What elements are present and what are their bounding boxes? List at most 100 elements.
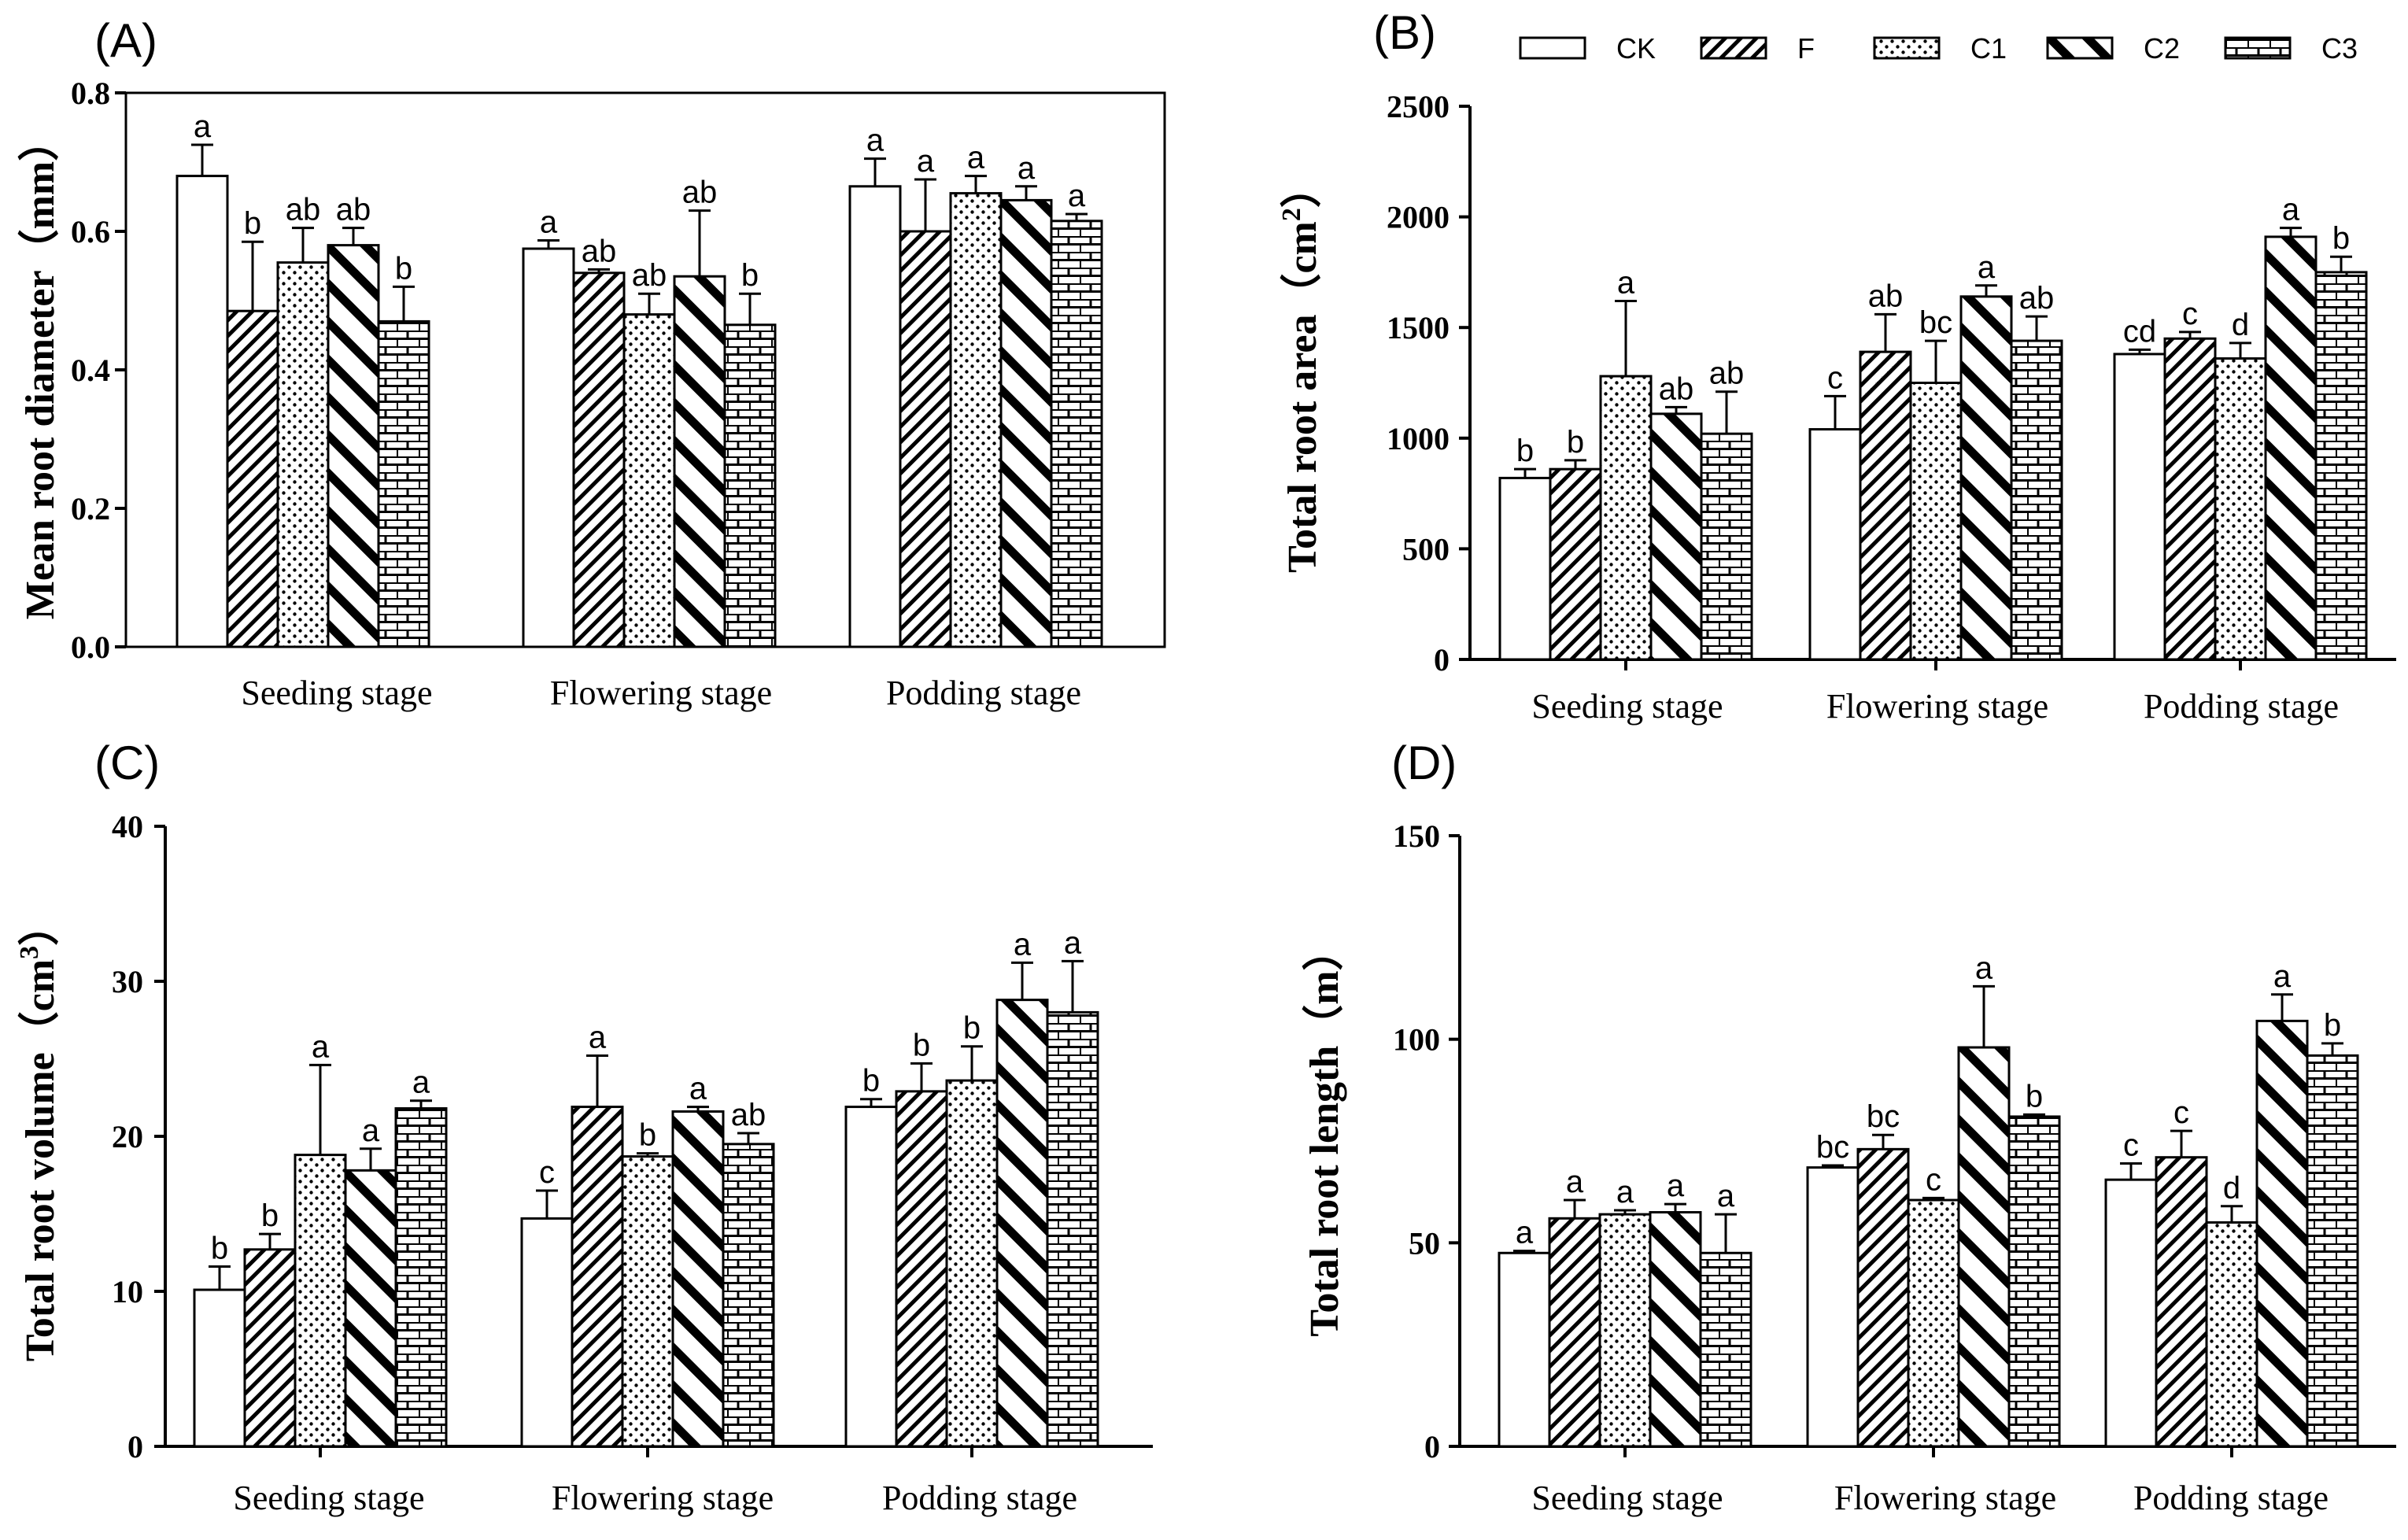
significance-letter: b [2332, 221, 2350, 256]
bar-c1 [294, 1154, 347, 1448]
bar-c2 [671, 1110, 725, 1448]
category-label: Podding stage [2133, 1479, 2329, 1517]
significance-letter: b [211, 1231, 228, 1265]
significance-letter: a [1017, 151, 1036, 186]
panel-label: (B) [1373, 6, 1436, 59]
bar-c2 [2255, 1019, 2309, 1448]
legend-swatch-c1 [1873, 36, 1941, 60]
significance-letter: b [639, 1118, 656, 1153]
legend-label-ck: CK [1616, 32, 1656, 65]
significance-letter: c [539, 1155, 555, 1190]
y-tick-label: 30 [112, 964, 143, 999]
y-axis-title: Mean root diameter（mm） [17, 120, 63, 619]
bar-c2 [999, 198, 1053, 648]
significance-letter: b [2324, 1008, 2341, 1043]
y-axis-title: Total root length（m） [1302, 929, 1347, 1336]
y-tick-label: 40 [112, 809, 143, 844]
significance-letter: a [2273, 959, 2292, 994]
significance-letter: a [589, 1021, 607, 1055]
bar-c3 [1699, 1251, 1752, 1448]
significance-letter: a [1667, 1169, 1685, 1203]
y-axis-title: Total root area（cm2） [1277, 167, 1325, 573]
legend-swatch-c3 [2224, 36, 2292, 60]
bar-ck [1806, 1166, 1860, 1448]
legend-label-c2: C2 [2144, 32, 2180, 65]
y-axis-title-end: ） [17, 905, 63, 946]
bar-c1 [1598, 1213, 1652, 1448]
y-tick-label: 100 [1393, 1022, 1440, 1058]
significance-letter: c [1827, 360, 1843, 395]
significance-letter: b [2026, 1079, 2043, 1113]
significance-letter: a [967, 141, 985, 175]
category-label: Seeding stage [233, 1479, 424, 1517]
bar-c3 [2306, 1054, 2359, 1448]
bar-f [1549, 467, 1602, 661]
bar-ck [1498, 476, 1552, 661]
y-tick-label: 0 [127, 1429, 143, 1464]
bar-f [899, 230, 952, 648]
significance-letter: a [1068, 179, 1086, 213]
significance-letter: ab [286, 193, 321, 227]
category-label: Seeding stage [1531, 687, 1723, 726]
legend-label-c3: C3 [2321, 32, 2358, 65]
bar-c1 [276, 261, 330, 648]
y-tick-label: 500 [1402, 531, 1450, 567]
significance-letter: ab [1709, 356, 1745, 391]
category-label: Podding stage [882, 1479, 1077, 1517]
y-axis-title-end: ） [1280, 167, 1325, 208]
bar-c2 [1649, 412, 1703, 661]
category-label: Flowering stage [1834, 1479, 2056, 1517]
bar-c2 [1959, 295, 2013, 661]
significance-letter: ab [336, 193, 371, 227]
significance-letter: a [1975, 951, 1993, 985]
y-tick-label: 2500 [1387, 89, 1450, 124]
y-tick-label: 20 [112, 1119, 143, 1154]
significance-letter: a [2282, 193, 2300, 227]
significance-letter: a [312, 1029, 330, 1064]
significance-letter: b [963, 1011, 981, 1046]
bar-ck [844, 1106, 898, 1448]
bar-c1 [1599, 375, 1653, 661]
bar-f [2163, 337, 2217, 661]
category-label: Seeding stage [1531, 1479, 1723, 1517]
y-tick-label: 150 [1393, 818, 1440, 854]
bar-f [226, 309, 279, 648]
panel-label: (D) [1391, 737, 1457, 789]
panel-c: 0 10 20 30 40 Seeding stage Flowering stage Pod… [15, 737, 1153, 1517]
significance-letter: b [1567, 425, 1584, 460]
bar-c2 [344, 1169, 397, 1448]
significance-letter: ab [1659, 371, 1694, 406]
panel-a: 0.0 0.2 0.4 0.6 0.8 Seeding stage Flowering st… [17, 14, 1166, 712]
category-label: Podding stage [2144, 687, 2339, 726]
significance-letter: a [1617, 265, 1635, 300]
significance-letter: a [1014, 927, 1032, 962]
bar-c3 [723, 323, 777, 648]
y-tick-label: 0 [1434, 642, 1450, 678]
significance-letter: ab [582, 234, 617, 268]
significance-letter: bc [1919, 305, 1952, 340]
bar-c1 [1909, 382, 1963, 661]
legend: CK F C1 C2 C3 [1519, 32, 2358, 65]
bar-c2 [995, 999, 1049, 1448]
bar-c1 [949, 192, 1003, 648]
significance-letter: ab [632, 258, 667, 293]
bar-ck [2104, 1178, 2158, 1448]
legend-swatch-c2 [2046, 36, 2114, 60]
significance-letter: a [866, 124, 885, 158]
bar-f [571, 1106, 624, 1448]
significance-letter: c [2123, 1128, 2139, 1162]
bar-ck [175, 175, 229, 648]
significance-letter: a [194, 109, 212, 144]
significance-letter: b [741, 258, 759, 293]
category-label: Flowering stage [1826, 687, 2048, 726]
bar-c1 [2205, 1221, 2258, 1448]
bar-c3 [1046, 1010, 1099, 1448]
y-tick-label: 10 [112, 1274, 143, 1309]
y-tick-label: 0.4 [71, 353, 110, 388]
bar-ck [1498, 1251, 1551, 1448]
bar-c3 [722, 1143, 775, 1448]
bar-c3 [377, 319, 430, 648]
bar-ck [520, 1217, 574, 1448]
bar-c3 [2314, 271, 2368, 661]
